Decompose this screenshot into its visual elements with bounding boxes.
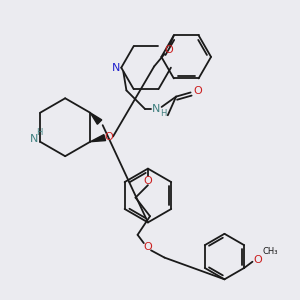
Text: O: O — [164, 45, 173, 55]
Text: O: O — [194, 86, 202, 96]
Text: H: H — [36, 128, 42, 137]
Text: O: O — [104, 132, 113, 142]
Text: N: N — [112, 63, 120, 73]
Text: CH₃: CH₃ — [262, 247, 278, 256]
Text: N: N — [30, 134, 38, 144]
Text: H: H — [160, 109, 167, 118]
Text: O: O — [144, 242, 152, 252]
Text: O: O — [253, 255, 262, 265]
Polygon shape — [90, 135, 106, 142]
Polygon shape — [90, 113, 102, 124]
Text: O: O — [144, 176, 152, 186]
Text: N: N — [152, 104, 160, 114]
